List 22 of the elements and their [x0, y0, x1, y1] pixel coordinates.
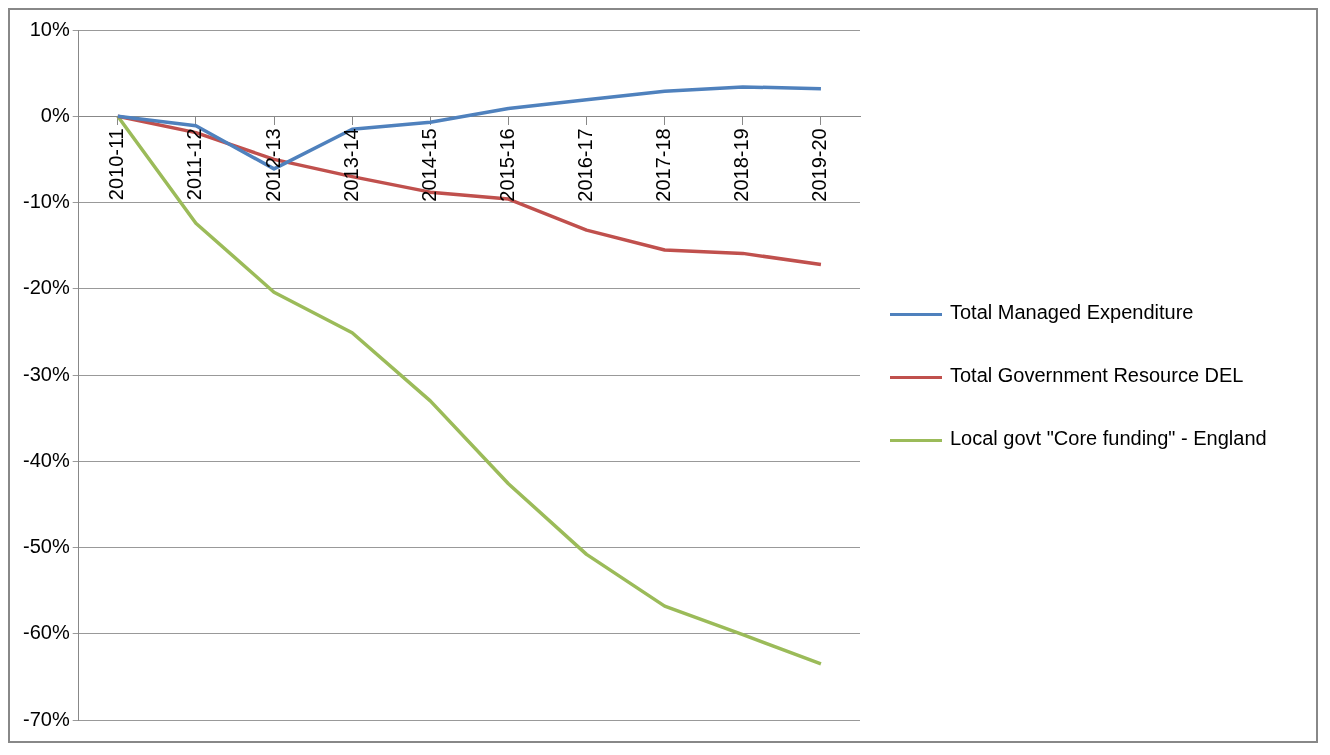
y-tick-label: -30%: [22, 362, 70, 385]
x-tick-label: 2015-16: [495, 128, 518, 202]
x-tick-label: 2018-19: [730, 128, 753, 202]
x-tick-label: 2013-14: [339, 128, 362, 202]
x-tick-label: 2019-20: [808, 128, 831, 202]
x-tick-label: 2016-17: [574, 128, 597, 202]
y-tick-label: -10%: [22, 190, 70, 213]
x-tick-label: 2011-12: [183, 128, 206, 201]
x-tick-label: 2010-11: [105, 128, 128, 201]
y-tick-label: 0%: [40, 103, 70, 126]
y-tick-label: -40%: [22, 448, 70, 471]
y-tick-label: -20%: [22, 276, 70, 299]
x-tick-label: 2017-18: [652, 128, 675, 202]
x-tick-label: 2014-15: [417, 128, 440, 202]
x-tick-label: 2012-13: [261, 128, 284, 202]
y-tick-label: -50%: [22, 535, 70, 558]
legend-label: Total Government Resource DEL: [950, 364, 1245, 387]
y-tick-label: 10%: [29, 17, 70, 40]
y-tick-label: -60%: [22, 621, 70, 644]
y-tick-label: -70%: [22, 707, 70, 730]
legend-label: Total Managed Expenditure: [950, 301, 1195, 324]
legend-label: Local govt "Core funding" - England: [950, 427, 1268, 450]
